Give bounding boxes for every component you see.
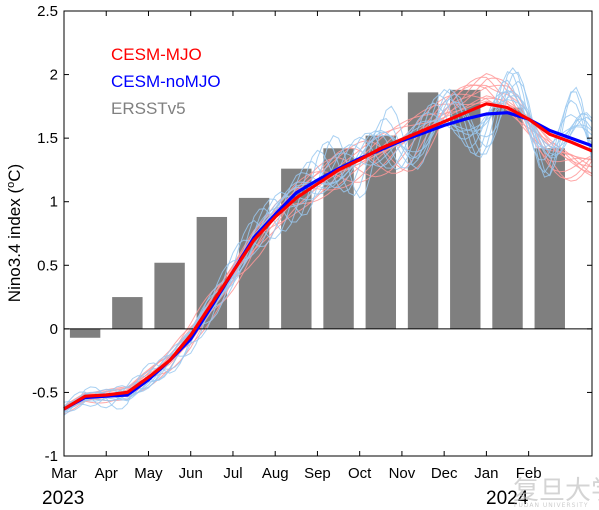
- axes: -1 -0.5 0 0.5 1 1.5 2 2.5 Mar Apr May Jun Jul Aug Sep O…: [32, 3, 593, 482]
- year-label-2023: 2023: [42, 488, 84, 509]
- x-tick-label-dec: Dec: [431, 465, 458, 482]
- y-tick-label: -0.5: [32, 384, 58, 401]
- y-tick-label: 1.5: [37, 130, 58, 147]
- x-tick-label-feb: Feb: [516, 465, 542, 482]
- ersst-bars: [69, 89, 565, 338]
- y-axis-title: Nino3.4 index (oC): [5, 164, 24, 302]
- mean-line-cesm-mjo: [63, 102, 593, 411]
- x-tick-label-sep: Sep: [304, 465, 331, 482]
- legend-cesm-nomjo: CESM-noMJO: [111, 72, 221, 91]
- mean-line-cesm-nomjo: [63, 111, 593, 411]
- y-tick-label: 2.5: [37, 3, 58, 20]
- legend-cesm-mjo: CESM-MJO: [111, 45, 202, 64]
- watermark-logo: 复旦大学 FUDAN UNIVERSITY: [513, 476, 599, 509]
- x-tick-label-apr: Apr: [95, 465, 118, 482]
- bar-may: [154, 262, 185, 329]
- legend-ersstv5: ERSSTv5: [111, 99, 186, 118]
- bar-mar: [69, 328, 101, 338]
- x-tick-label-jun: Jun: [179, 465, 203, 482]
- year-label-2024: 2024: [486, 488, 529, 509]
- x-tick-label-may: May: [134, 465, 163, 482]
- bar-apr: [112, 297, 143, 329]
- y-axis-title-suffix: C): [5, 164, 24, 182]
- legend: CESM-MJO CESM-noMJO ERSSTv5: [111, 45, 221, 118]
- x-tick-label-jul: Jul: [223, 465, 242, 482]
- y-tick-label: 1: [50, 194, 58, 211]
- y-tick-label: 0.5: [37, 257, 58, 274]
- bar-oct: [365, 135, 397, 329]
- ensemble-blue-9: [63, 71, 593, 409]
- watermark-text: 复旦大学: [513, 476, 599, 506]
- watermark-subtext: FUDAN UNIVERSITY: [514, 502, 588, 509]
- y-tick-label: 2: [50, 67, 58, 84]
- x-tick-label-aug: Aug: [262, 465, 289, 482]
- ensemble-blue-7: [64, 71, 593, 412]
- x-tick-label-nov: Nov: [389, 465, 416, 482]
- y-axis-title-degree: o: [5, 182, 17, 188]
- x-tick-label-jan: Jan: [474, 465, 498, 482]
- x-tick-label-mar: Mar: [51, 465, 77, 482]
- bar-feb: [534, 148, 565, 329]
- ensemble-blue-8: [63, 67, 593, 407]
- y-tick-label: -1: [45, 448, 58, 465]
- ensemble-blue-5: [63, 91, 593, 408]
- x-tick-label-oct: Oct: [348, 465, 372, 482]
- y-axis-title-prefix: Nino3.4 index (: [5, 188, 24, 303]
- ensemble-means: [63, 102, 593, 411]
- bar-jan: [492, 107, 523, 329]
- y-tick-label: 0: [50, 321, 58, 338]
- plot-frame: [63, 10, 593, 457]
